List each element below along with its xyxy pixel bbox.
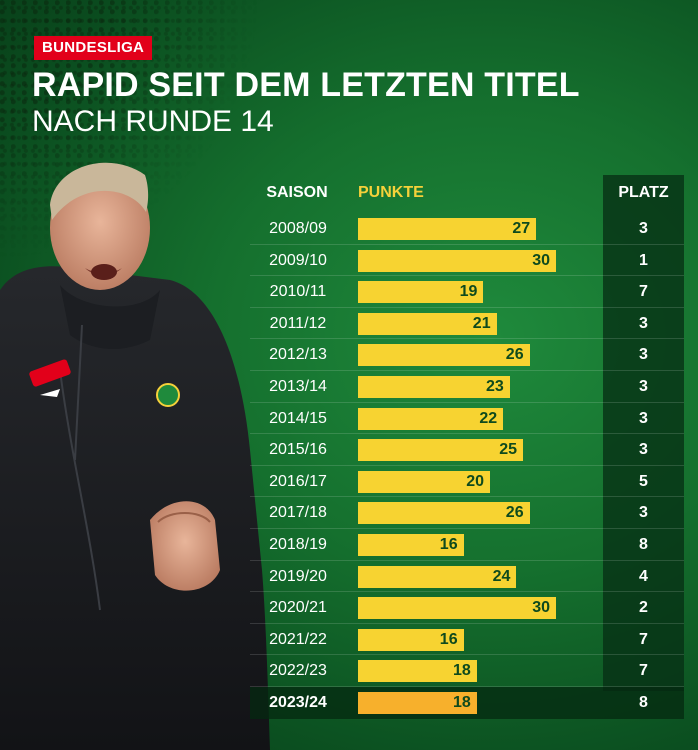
season-label: 2022/23	[269, 662, 327, 680]
platz-value: 8	[639, 535, 648, 553]
points-bar: 26	[358, 502, 530, 525]
points-value: 19	[459, 283, 478, 301]
points-value: 16	[439, 630, 458, 648]
points-bar: 30	[358, 249, 556, 272]
season-label: 2021/22	[269, 630, 327, 648]
platz-value: 3	[639, 346, 648, 364]
table-row: 2017/18 26 3	[250, 497, 684, 529]
table-row: 2011/12 21 3	[250, 308, 684, 340]
table-row: 2014/15 22 3	[250, 403, 684, 435]
table-row: 2013/14 23 3	[250, 371, 684, 403]
points-bar: 30	[358, 597, 556, 620]
table-row: 2021/22 16 7	[250, 624, 684, 656]
column-header-platz: PLATZ	[618, 184, 669, 201]
platz-value: 3	[639, 377, 648, 395]
points-value: 20	[466, 472, 484, 490]
points-bar: 18	[358, 691, 477, 714]
points-bar: 21	[358, 312, 497, 335]
platz-value: 3	[639, 441, 648, 459]
season-label: 2011/12	[269, 314, 327, 332]
season-label: 2014/15	[269, 409, 327, 427]
season-label: 2016/17	[269, 472, 327, 490]
platz-value: 7	[639, 283, 648, 301]
points-value: 30	[532, 599, 550, 617]
platz-value: 7	[639, 630, 648, 648]
platz-value: 4	[639, 567, 648, 585]
platz-value: 8	[639, 693, 648, 711]
season-label: 2015/16	[269, 441, 327, 459]
points-bar: 19	[358, 281, 484, 304]
table-row: 2022/23 18 7	[250, 655, 684, 687]
points-value: 22	[479, 409, 498, 427]
points-value: 26	[505, 346, 524, 364]
points-bar: 20	[358, 470, 490, 493]
platz-value: 3	[639, 504, 648, 522]
table-row: 2018/19 16 8	[250, 529, 684, 561]
table-row: 2023/24 18 8	[250, 686, 684, 719]
points-bar: 24	[358, 565, 517, 588]
platz-value: 3	[639, 314, 648, 332]
season-label: 2010/11	[269, 283, 327, 301]
points-value: 26	[505, 504, 524, 522]
table-row: 2015/16 25 3	[250, 434, 684, 466]
points-bar: 27	[358, 218, 537, 240]
column-header-punkte: PUNKTE	[358, 184, 424, 201]
season-label: 2013/14	[269, 377, 327, 395]
platz-value: 7	[639, 662, 648, 680]
points-bar: 26	[358, 344, 530, 367]
points-value: 18	[453, 693, 471, 711]
platz-value: 2	[639, 599, 648, 617]
points-value: 18	[453, 662, 471, 680]
season-label: 2020/21	[269, 599, 327, 617]
table-row: 2008/09 27 3	[250, 213, 684, 245]
coach-photo	[0, 162, 270, 750]
points-bar: 22	[358, 407, 504, 430]
league-tag: BUNDESLIGA	[34, 36, 153, 60]
points-value: 21	[472, 314, 491, 332]
season-label: 2019/20	[269, 567, 327, 585]
table-row: 2016/17 20 5	[250, 466, 684, 498]
table-row: 2019/20 24 4	[250, 561, 684, 593]
points-value: 23	[486, 377, 504, 395]
table-row: 2009/10 30 1	[250, 245, 684, 277]
column-header-saison: SAISON	[266, 184, 328, 201]
points-value: 30	[532, 251, 550, 269]
points-value: 24	[492, 567, 511, 585]
points-bar: 18	[358, 660, 477, 683]
platz-value: 1	[639, 251, 648, 269]
points-bar: 23	[358, 375, 510, 398]
points-value: 27	[512, 220, 531, 237]
points-bar: 16	[358, 628, 464, 651]
chart-rows: 2008/09 27 3 2009/10 30 1 2010/11 19 7 2011/12 21 3…	[250, 213, 684, 719]
season-label: 2017/18	[269, 504, 327, 522]
platz-value: 5	[639, 472, 648, 490]
season-label: 2018/19	[269, 535, 327, 553]
platz-column-bg	[603, 175, 684, 691]
platz-value: 3	[639, 409, 648, 427]
chart-title: RAPID SEIT DEM LETZTEN TITEL	[32, 66, 580, 104]
season-label: 2009/10	[269, 251, 327, 269]
table-row: 2020/21 30 2	[250, 592, 684, 624]
season-label: 2008/09	[269, 220, 327, 237]
points-value: 16	[439, 535, 458, 553]
season-label: 2023/24	[269, 693, 327, 711]
points-bar: 25	[358, 439, 523, 462]
table-row: 2010/11 19 7	[250, 276, 684, 308]
points-bar: 16	[358, 533, 464, 556]
chart-subtitle: NACH RUNDE 14	[32, 105, 274, 138]
table-row: 2012/13 26 3	[250, 339, 684, 371]
platz-value: 3	[639, 220, 648, 237]
points-value: 25	[499, 441, 517, 459]
season-label: 2012/13	[269, 346, 327, 364]
